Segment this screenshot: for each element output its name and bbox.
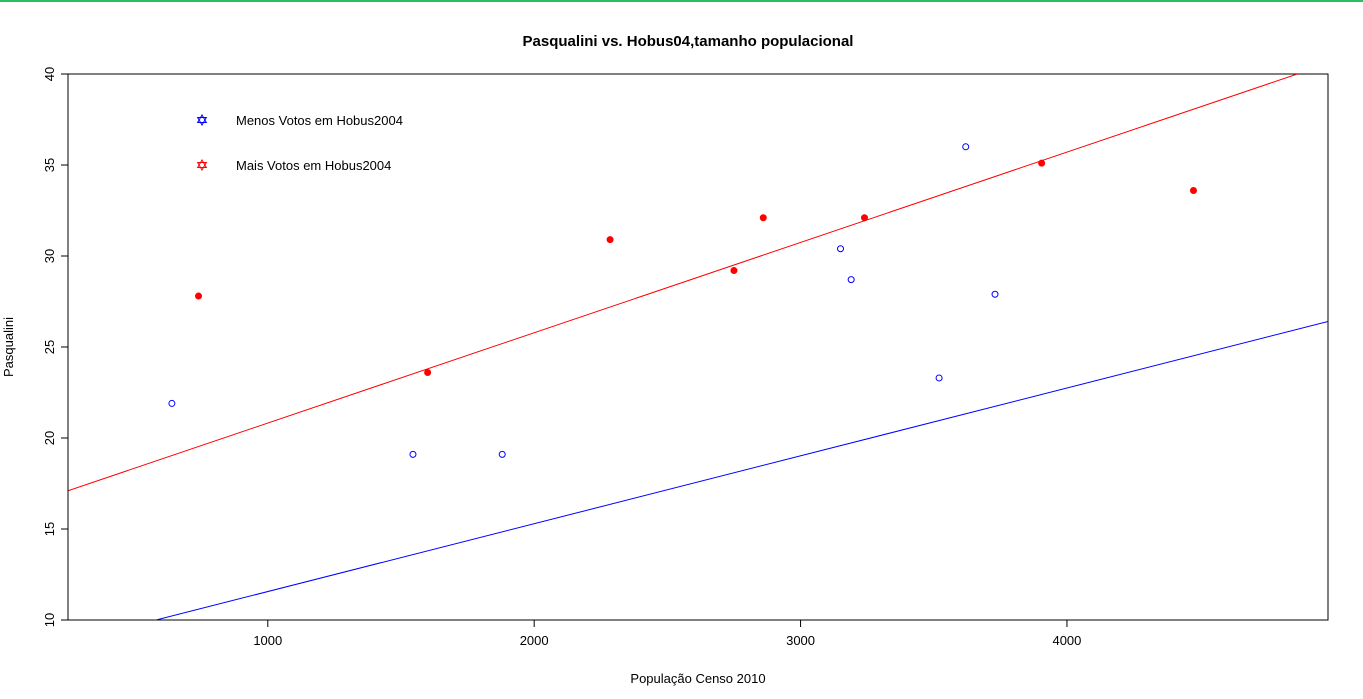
data-point-series-1-5 [860,214,868,222]
data-point-series-0-2 [498,450,506,458]
x-tick-label: 3000 [786,633,815,648]
y-tick-label: 40 [42,67,57,81]
data-point-series-1-3 [730,267,738,275]
x-axis: 1000 2000 3000 4000 [253,619,1081,648]
legend-symbol-0 [196,114,208,123]
data-point-series-0-0 [168,399,176,407]
x-tick-label: 4000 [1052,633,1081,648]
data-point-series-0-3 [837,245,845,253]
fit-lines [68,74,1328,620]
window-top-border [0,0,1363,2]
fit-line-series-0 [154,321,1328,620]
legend: Menos Votos em Hobus2004 Mais Votos em Ho… [196,113,403,173]
legend-symbol-1 [196,159,208,168]
data-point-series-0-7 [991,290,999,298]
x-tick-label: 1000 [253,633,282,648]
data-point-series-1-6 [1038,159,1046,167]
data-point-series-1-4 [759,214,767,222]
legend-label-0: Menos Votos em Hobus2004 [236,113,403,128]
y-tick-label: 20 [42,431,57,445]
data-point-series-1-7 [1189,186,1197,194]
y-axis: 10 15 20 25 30 35 40 [42,67,69,627]
plot-area-frame [67,73,1329,621]
x-axis-label: População Censo 2010 [630,671,765,686]
data-point-series-0-1 [409,450,417,458]
legend-label-1: Mais Votos em Hobus2004 [236,158,391,173]
y-tick-label: 25 [42,340,57,354]
y-tick-label: 10 [42,613,57,627]
legend-symbol-1-b [196,162,208,171]
data-points [168,143,1197,458]
y-tick-label: 30 [42,249,57,263]
data-point-series-0-5 [935,374,943,382]
legend-symbol-0-b [196,117,208,126]
y-axis-label: Pasqualini [1,317,16,377]
y-tick-label: 15 [42,522,57,536]
data-point-series-1-0 [195,292,203,300]
fit-line-series-1 [68,74,1298,492]
data-point-series-0-6 [962,143,970,151]
x-tick-label: 2000 [520,633,549,648]
chart-title: Pasqualini vs. Hobus04,tamanho populacio… [523,33,854,50]
y-tick-label: 35 [42,158,57,172]
data-point-series-1-1 [424,368,432,376]
data-point-series-1-2 [606,236,614,244]
data-point-series-0-4 [847,276,855,284]
